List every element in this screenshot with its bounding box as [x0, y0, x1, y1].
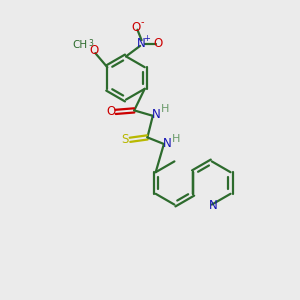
Text: 3: 3 [88, 39, 93, 48]
Text: H: H [172, 134, 181, 144]
Text: O: O [132, 21, 141, 34]
Text: N: N [163, 137, 171, 151]
Text: O: O [89, 44, 98, 57]
Text: -: - [140, 17, 144, 27]
Text: H: H [161, 104, 170, 114]
Text: N: N [152, 108, 160, 121]
Text: S: S [121, 133, 129, 146]
Text: N: N [208, 199, 217, 212]
Text: +: + [143, 34, 150, 43]
Text: CH: CH [73, 40, 88, 50]
Text: O: O [106, 105, 116, 119]
Text: N: N [137, 37, 146, 50]
Text: O: O [154, 37, 163, 50]
